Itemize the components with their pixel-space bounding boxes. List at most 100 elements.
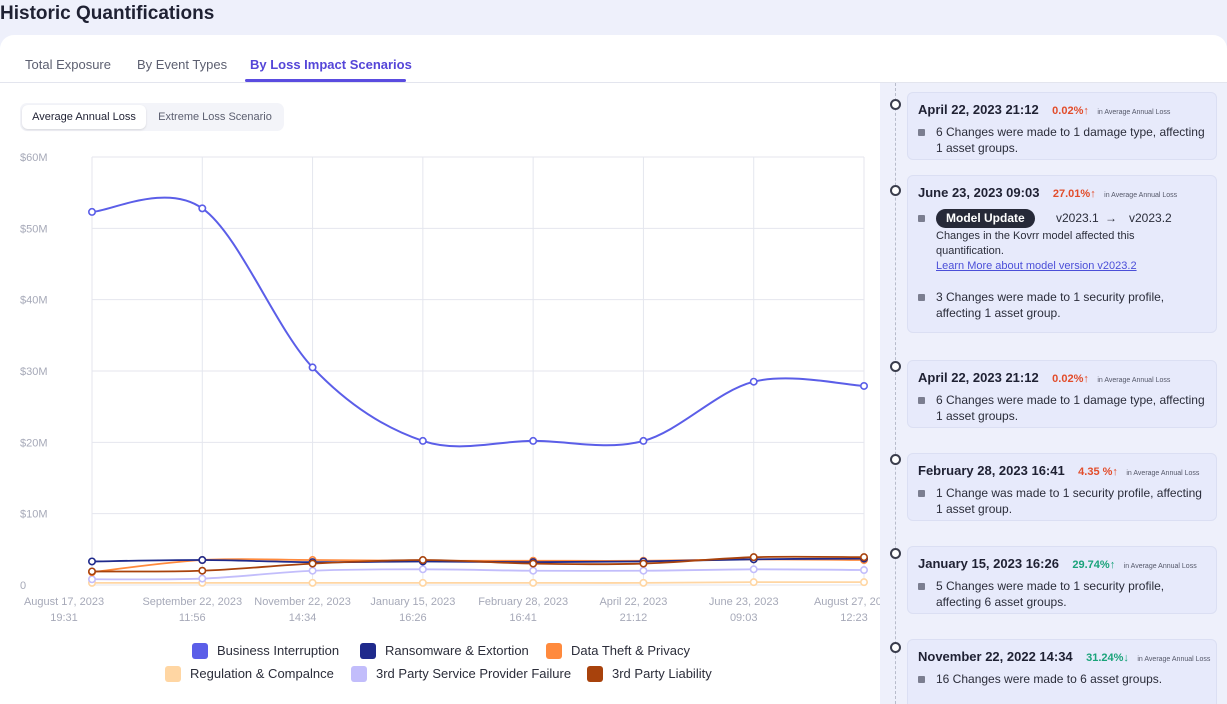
loss-chart: $60M $50M $40M $30M $20M $10M 0 August 17, 2023… xyxy=(20,152,880,624)
data-point xyxy=(198,556,207,565)
legend-swatch xyxy=(192,643,208,659)
data-point xyxy=(749,565,758,574)
event-date: November 22, 2022 14:34 xyxy=(918,649,1073,664)
y-tick-label: $50M xyxy=(20,223,48,235)
timeline-event-card[interactable]: April 22, 2023 21:12 0.02%↑ in Average A… xyxy=(907,360,1217,428)
x-tick-label: August 17, 2023 xyxy=(24,596,104,608)
bullet-icon xyxy=(918,129,925,136)
timeline-dot xyxy=(890,642,901,653)
event-metric-label: in Average Annual Loss xyxy=(1097,377,1171,384)
data-point xyxy=(529,566,538,575)
bullet-icon xyxy=(918,490,925,497)
tab-total-exposure[interactable]: Total Exposure xyxy=(25,57,111,72)
series-line-regulation-compalnce xyxy=(92,581,865,584)
x-tick-label: April 22, 2023 xyxy=(599,596,667,608)
model-update-description: Changes in the Kovrr model affected this… xyxy=(936,230,1135,257)
timeline-event-card[interactable]: November 22, 2022 14:34 31.24%↓ in Avera… xyxy=(907,639,1217,704)
legend-swatch xyxy=(165,666,181,682)
x-tick-label: 09:03 xyxy=(730,612,758,624)
event-change-pct: 29.74%↑ xyxy=(1072,559,1115,571)
x-tick-label: 19:31 xyxy=(50,612,78,624)
event-change-text: 16 Changes were made to 6 asset groups. xyxy=(936,672,1163,686)
data-point xyxy=(639,436,648,445)
data-point xyxy=(418,565,427,574)
model-version-from: v2023.1 xyxy=(1056,211,1099,225)
x-tick-label: 12:23 xyxy=(840,612,868,624)
tab-by-loss-impact-scenarios[interactable]: By Loss Impact Scenarios xyxy=(250,57,412,72)
pct-value: 0.02% xyxy=(1052,105,1084,117)
data-point xyxy=(308,566,317,575)
timeline-event-card[interactable]: January 15, 2023 16:26 29.74%↑ in Averag… xyxy=(907,546,1217,614)
model-update-badge: Model Update xyxy=(936,209,1035,228)
event-change-text: 6 Changes were made to 1 damage type, af… xyxy=(936,125,1205,155)
x-tick-label: 11:56 xyxy=(179,612,206,624)
y-tick-label: $30M xyxy=(20,366,48,378)
arrow-up-icon: ↑ xyxy=(1083,373,1089,385)
data-point xyxy=(749,377,758,386)
event-metric-label: in Average Annual Loss xyxy=(1137,656,1211,663)
bullet-icon xyxy=(918,215,925,222)
legend-label: Regulation & Compalnce xyxy=(190,666,334,681)
event-change-text: 1 Change was made to 1 security profile,… xyxy=(936,486,1202,516)
data-point xyxy=(639,578,648,587)
legend-label: 3rd Party Service Provider Failure xyxy=(376,666,572,681)
timeline-dot xyxy=(890,185,901,196)
chart-panel: Average Annual Loss Extreme Loss Scenari… xyxy=(0,83,880,704)
event-change-pct: 0.02%↑ xyxy=(1052,373,1089,385)
event-date: June 23, 2023 09:03 xyxy=(918,185,1040,200)
data-point xyxy=(418,556,427,565)
y-tick-label: 0 xyxy=(20,580,26,592)
data-point xyxy=(859,381,868,390)
arrow-up-icon: ↑ xyxy=(1112,466,1118,478)
timeline-event-card[interactable]: June 23, 2023 09:03 27.01%↑ in Average A… xyxy=(907,175,1217,333)
event-change-pct: 0.02%↑ xyxy=(1052,105,1089,117)
tab-by-event-types[interactable]: By Event Types xyxy=(137,57,228,72)
y-tick-label: $60M xyxy=(20,152,48,164)
data-point xyxy=(418,436,427,445)
legend-swatch xyxy=(546,643,562,659)
pct-value: 0.02% xyxy=(1052,373,1084,385)
data-point xyxy=(639,559,648,568)
pct-value: 4.35 % xyxy=(1078,466,1113,478)
x-tick-label: November 22, 2023 xyxy=(254,596,351,608)
y-tick-label: $40M xyxy=(20,295,48,307)
arrow-down-icon: ↓ xyxy=(1123,652,1129,664)
data-point xyxy=(308,559,317,568)
toggle-extreme-loss-scenario[interactable]: Extreme Loss Scenario xyxy=(158,111,272,123)
data-point xyxy=(88,207,97,216)
toggle-average-annual-loss[interactable]: Average Annual Loss xyxy=(22,105,146,129)
data-point xyxy=(308,578,317,587)
event-date: April 22, 2023 21:12 xyxy=(918,102,1039,117)
legend-label: Data Theft & Privacy xyxy=(571,643,690,658)
event-header: June 23, 2023 09:03 27.01%↑ in Average A… xyxy=(918,184,1177,202)
x-tick-label: February 28, 2023 xyxy=(478,596,568,608)
timeline-event-card[interactable]: April 22, 2023 21:12 0.02%↑ in Average A… xyxy=(907,92,1217,160)
x-tick-label: 16:41 xyxy=(509,612,537,624)
event-date: February 28, 2023 16:41 xyxy=(918,463,1065,478)
arrow-right-icon: → xyxy=(1105,211,1117,225)
pct-value: 29.74% xyxy=(1072,559,1110,571)
quantifications-card: Total Exposure By Event Types By Loss Im… xyxy=(0,35,1227,704)
data-point xyxy=(749,578,758,587)
event-header: January 15, 2023 16:26 29.74%↑ in Averag… xyxy=(918,555,1197,573)
bullet-icon xyxy=(918,397,925,404)
bullet-icon xyxy=(918,294,925,301)
data-point xyxy=(529,559,538,568)
event-change-text: 3 Changes were made to 1 security profil… xyxy=(936,290,1165,320)
event-change-pct: 4.35 %↑ xyxy=(1078,466,1118,478)
model-version-to: v2023.2 xyxy=(1129,211,1172,225)
event-date: January 15, 2023 16:26 xyxy=(918,556,1059,571)
y-tick-label: $10M xyxy=(20,509,48,521)
event-metric-label: in Average Annual Loss xyxy=(1104,192,1178,199)
data-point xyxy=(859,578,868,587)
timeline-event-card[interactable]: February 28, 2023 16:41 4.35 %↑ in Avera… xyxy=(907,453,1217,521)
data-point xyxy=(529,436,538,445)
chart-legend: Business Interruption Ransomware & Extor… xyxy=(0,641,880,691)
event-change-pct: 31.24%↓ xyxy=(1086,652,1129,664)
legend-label: 3rd Party Liability xyxy=(612,666,712,681)
x-tick-label: 14:34 xyxy=(289,612,317,624)
model-version-link[interactable]: Learn More about model version v2023.2 xyxy=(936,260,1137,272)
pct-value: 27.01% xyxy=(1052,188,1091,200)
data-point xyxy=(529,578,538,587)
event-header: April 22, 2023 21:12 0.02%↑ in Average A… xyxy=(918,101,1170,119)
